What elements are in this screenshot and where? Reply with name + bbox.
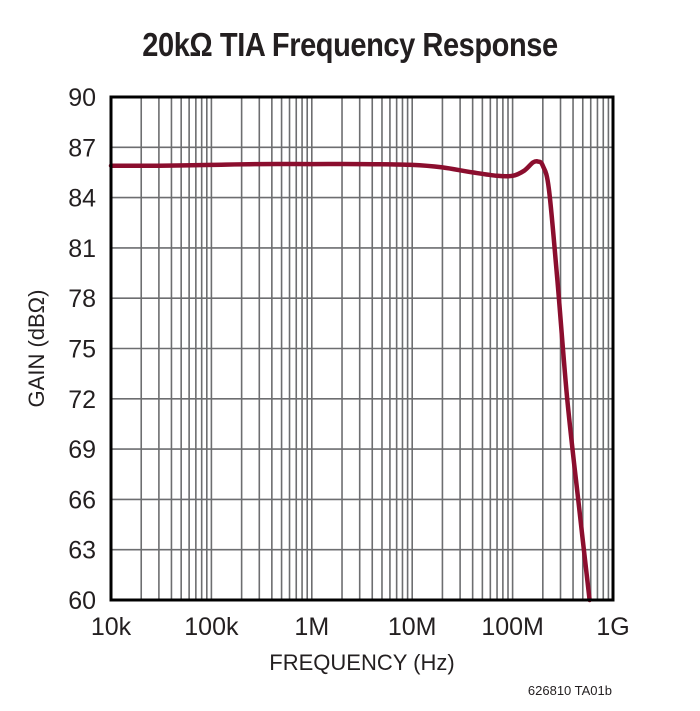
x-axis-label: FREQUENCY (Hz) xyxy=(269,650,454,675)
y-tick-label: 66 xyxy=(68,486,96,514)
plot-frame xyxy=(109,95,615,602)
y-tick-label: 84 xyxy=(68,185,96,213)
y-tick-label: 72 xyxy=(68,386,96,414)
y-tick-label: 60 xyxy=(68,587,96,615)
figure-code: 626810 TA01b xyxy=(528,683,612,698)
grid-lines xyxy=(111,97,613,600)
y-axis-ticks: 60 63 66 69 72 75 78 81 84 87 90 xyxy=(68,84,96,615)
x-axis-ticks: 10k 100k 1M 10M 100M 1G xyxy=(91,613,630,641)
chart-title: 20kΩ TIA Frequency Response xyxy=(142,26,558,63)
x-tick-label: 1G xyxy=(596,613,629,641)
x-tick-label: 100M xyxy=(481,613,544,641)
x-tick-label: 10k xyxy=(91,613,132,641)
y-tick-label: 75 xyxy=(68,336,96,364)
y-axis-label: GAIN (dBΩ) xyxy=(24,290,49,408)
y-tick-label: 87 xyxy=(68,134,96,162)
y-tick-label: 63 xyxy=(68,537,96,565)
gain-curve xyxy=(108,158,592,603)
y-tick-label: 69 xyxy=(68,436,96,464)
y-tick-label: 81 xyxy=(68,235,96,263)
x-tick-label: 10M xyxy=(388,613,437,641)
x-tick-label: 1M xyxy=(294,613,329,641)
y-tick-label: 78 xyxy=(68,285,96,313)
y-tick-label: 90 xyxy=(68,84,96,112)
x-tick-label: 100k xyxy=(184,613,239,641)
